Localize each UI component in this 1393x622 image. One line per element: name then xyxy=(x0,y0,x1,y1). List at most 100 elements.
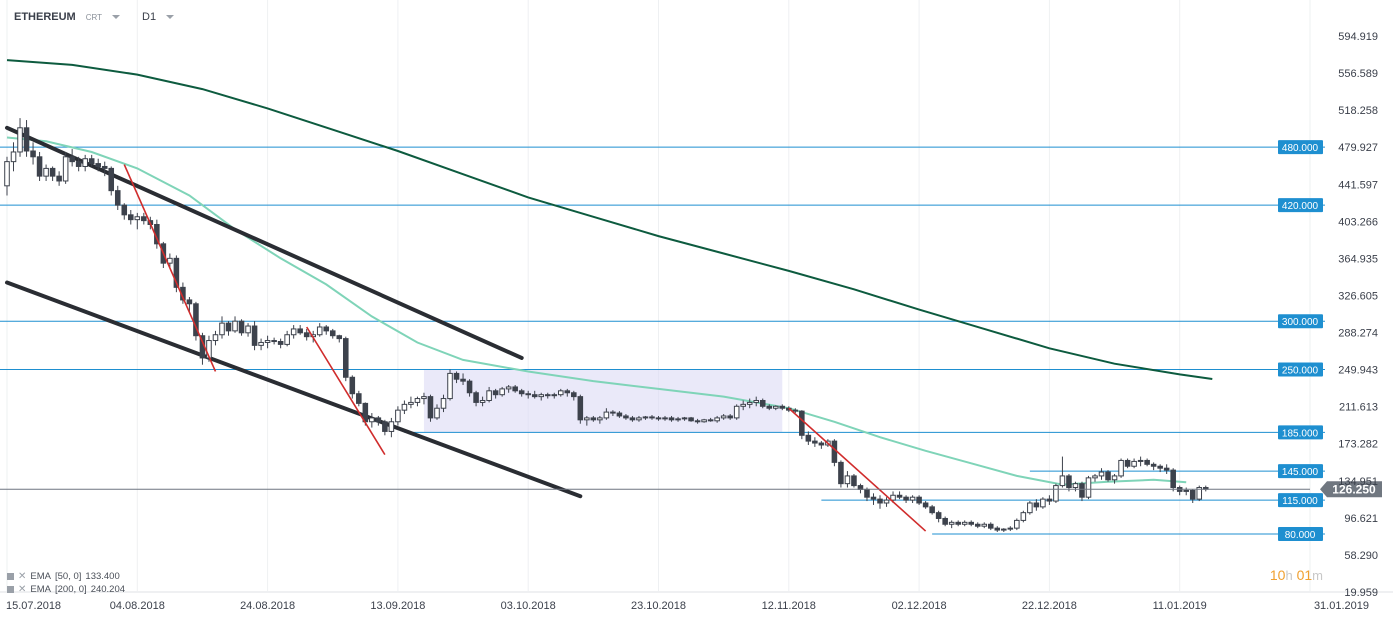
timeframe-label[interactable]: D1 xyxy=(142,11,157,23)
candle xyxy=(597,415,603,424)
candle-body xyxy=(1189,489,1196,500)
candle xyxy=(948,520,955,529)
candle-body xyxy=(616,412,623,417)
candle-body xyxy=(1124,459,1131,467)
candle-body xyxy=(499,388,505,396)
timeframe-dropdown-icon[interactable] xyxy=(166,15,175,19)
candle xyxy=(1150,462,1157,471)
candle-body xyxy=(720,415,727,419)
candle-body xyxy=(473,392,479,403)
settings-icon[interactable] xyxy=(7,586,14,593)
legend-ema50: ✕ EMA [50, 0] 133.400 xyxy=(7,571,120,582)
candle xyxy=(114,185,121,210)
candle xyxy=(486,386,492,403)
candle xyxy=(30,142,36,165)
candle xyxy=(616,411,623,418)
candle xyxy=(23,120,30,157)
candle xyxy=(681,416,688,421)
x-tick-label: 11.01.2019 xyxy=(1153,600,1207,612)
candle xyxy=(232,316,238,333)
candle xyxy=(264,335,271,349)
candle xyxy=(942,516,948,527)
candle-body xyxy=(88,158,95,165)
candle xyxy=(799,410,805,440)
legend-value: 133.400 xyxy=(85,571,120,582)
candle-body xyxy=(173,257,180,288)
candle xyxy=(512,385,518,393)
candle-body xyxy=(759,399,766,407)
close-icon[interactable]: ✕ xyxy=(18,584,27,595)
channel-lines[interactable] xyxy=(5,125,583,499)
channel-line[interactable] xyxy=(5,280,583,499)
red-trendline[interactable] xyxy=(788,407,927,532)
candle xyxy=(1170,468,1176,492)
y-tick-label: 173.282 xyxy=(1338,439,1378,451)
candle-body xyxy=(1053,485,1059,502)
candle xyxy=(922,501,929,509)
symbol-label[interactable]: ETHEREUM xyxy=(14,11,76,23)
candle-body xyxy=(512,386,518,392)
candle-body xyxy=(968,521,975,525)
candle xyxy=(779,404,786,411)
candle xyxy=(82,154,88,172)
candle xyxy=(1183,487,1189,496)
candle xyxy=(95,158,101,172)
y-tick-label: 58.290 xyxy=(1344,550,1378,562)
candle xyxy=(740,400,746,411)
candle-body xyxy=(942,517,948,525)
candle-body xyxy=(577,396,584,421)
symbol-dropdown-icon[interactable] xyxy=(112,15,121,19)
candle xyxy=(733,404,740,420)
candle xyxy=(903,495,909,503)
x-tick-label: 13.09.2018 xyxy=(370,600,425,612)
candle-body xyxy=(701,419,707,423)
candle xyxy=(193,301,199,341)
channel-line[interactable] xyxy=(5,125,524,360)
candle xyxy=(173,255,180,293)
candle-body xyxy=(883,499,890,504)
red-trendline[interactable] xyxy=(306,326,386,456)
red-trendline[interactable] xyxy=(123,164,217,372)
candle xyxy=(1118,458,1124,478)
level-label: 145.000 xyxy=(1282,467,1319,478)
candle xyxy=(4,156,10,196)
candle xyxy=(303,328,310,341)
level-label: 420.000 xyxy=(1282,201,1319,212)
horizontal-levels[interactable]: 480.000 420.000 300.000 250.000 185.000 145.0… xyxy=(0,140,1325,541)
candle xyxy=(551,392,558,399)
candle xyxy=(870,493,877,505)
y-axis[interactable]: 594.919 556.589 518.258 479.927 441.597 403.2… xyxy=(1338,31,1378,599)
candle xyxy=(225,321,232,336)
candle-body xyxy=(772,405,779,409)
close-icon[interactable]: ✕ xyxy=(18,571,27,582)
candle xyxy=(375,415,382,426)
red-trendlines[interactable] xyxy=(123,164,927,532)
legend-value: 240.204 xyxy=(90,584,126,595)
candle xyxy=(43,164,49,181)
candle-body xyxy=(681,417,688,420)
settings-icon[interactable] xyxy=(7,573,14,580)
candle-body xyxy=(675,418,681,421)
candle-body xyxy=(1118,459,1124,477)
ema200-line xyxy=(6,59,1213,380)
candle xyxy=(349,375,356,399)
candle-body xyxy=(1001,528,1007,531)
candle xyxy=(916,495,922,505)
candle-body xyxy=(277,341,284,345)
candle xyxy=(759,398,766,409)
x-axis[interactable]: 15.07.2018 04.08.2018 24.08.2018 13.09.2018… xyxy=(6,600,1369,612)
candle-body xyxy=(258,341,264,346)
candle-body xyxy=(271,340,277,343)
candle xyxy=(694,418,701,424)
candle xyxy=(883,497,890,507)
candle xyxy=(1163,464,1170,474)
y-tick-label: 249.943 xyxy=(1338,365,1378,377)
candle xyxy=(623,414,629,420)
candle xyxy=(714,415,720,423)
candle xyxy=(75,156,82,172)
candle xyxy=(844,471,851,488)
candle-body xyxy=(629,417,636,421)
candle-body xyxy=(1163,467,1170,471)
candle-body xyxy=(232,320,238,332)
